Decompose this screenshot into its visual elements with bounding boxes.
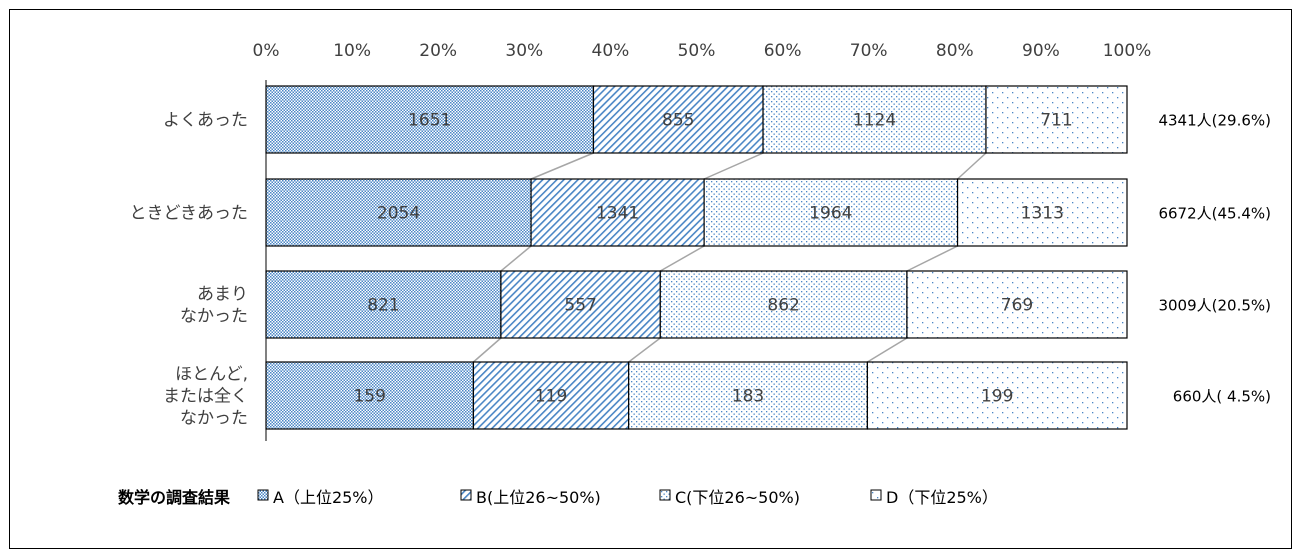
bar-segment — [906, 270, 1128, 339]
x-tick-label: 40% — [592, 41, 630, 61]
bar-segment — [472, 361, 630, 430]
data-label: 1651 — [408, 111, 451, 131]
x-tick-label: 60% — [764, 41, 802, 61]
legend-swatch — [257, 489, 269, 501]
legend-title: 数学の調査結果 — [118, 488, 230, 507]
bar-segment — [956, 178, 1128, 247]
labels: 1651 855 1124 711 よくあった 4341人(29.6%) 2054 1341 1… — [130, 111, 1272, 429]
series-connector-line — [659, 245, 705, 272]
data-label: 1341 — [596, 204, 639, 224]
bar-segment — [500, 270, 661, 339]
series-lines — [472, 152, 987, 363]
category-label: ときどきあった — [130, 204, 249, 224]
series-connector-line — [703, 152, 764, 180]
series-connector-line — [867, 337, 908, 363]
data-label: 2054 — [377, 204, 420, 224]
legend-entry: D（下位25%） — [886, 488, 998, 507]
data-label: 119 — [535, 387, 567, 407]
data-label: 183 — [732, 387, 764, 407]
data-label: 1124 — [853, 111, 896, 131]
series-connector-line — [530, 152, 594, 180]
legend-entry: B(上位26~50%) — [476, 488, 601, 507]
category-label: なかった — [180, 409, 248, 429]
category-label: ほとんど, — [175, 365, 248, 385]
bars — [265, 85, 1128, 430]
bar-segment — [985, 85, 1128, 154]
data-label: 1964 — [809, 204, 852, 224]
x-tick-label: 10% — [333, 41, 371, 61]
category-label: あまり — [197, 285, 248, 305]
bar-segment — [265, 85, 595, 154]
legend-entry: A（上位25%） — [273, 488, 384, 507]
series-connector-line — [906, 245, 958, 272]
bar-segment — [659, 270, 908, 339]
x-tick-label: 90% — [1022, 41, 1060, 61]
legend-swatch — [460, 489, 472, 501]
series-connector-line — [957, 152, 987, 180]
bar-segment — [866, 361, 1128, 430]
legend-entry: C(下位26~50%) — [675, 488, 800, 507]
bar-segment — [530, 178, 705, 247]
category-label: または全く — [163, 387, 248, 407]
data-label: 711 — [1040, 111, 1072, 131]
data-label: 855 — [662, 111, 694, 131]
bar-segment — [592, 85, 764, 154]
series-connector-line — [472, 337, 502, 363]
data-label: 1313 — [1021, 204, 1064, 224]
bar-segment — [265, 270, 502, 339]
bar-segment — [265, 178, 532, 247]
row-total-label: 3009人(20.5%) — [1158, 297, 1271, 315]
row-total-label: 6672人(45.4%) — [1158, 205, 1271, 223]
series-connector-line — [500, 245, 532, 272]
x-tick-label: 80% — [936, 41, 974, 61]
legend-swatch — [659, 489, 671, 501]
x-tick-label: 30% — [505, 41, 543, 61]
category-label: よくあった — [163, 111, 248, 131]
legend: 数学の調査結果 A（上位25%） B(上位26~50%) C(下位26~50%) D（下… — [118, 488, 998, 507]
x-tick-label: 70% — [850, 41, 888, 61]
data-label: 769 — [1001, 296, 1033, 316]
category-label: なかった — [180, 307, 248, 327]
data-label: 199 — [981, 387, 1013, 407]
data-label: 821 — [367, 296, 399, 316]
x-tick-label: 100% — [1103, 41, 1152, 61]
x-tick-label: 0% — [253, 41, 280, 61]
series-connector-line — [628, 337, 661, 363]
x-tick-label: 50% — [678, 41, 716, 61]
stacked-bar-chart: 0% 10% 20% 30% 40% 50% 60% 70% 80% 90% 100% 1651 85… — [118, 41, 1272, 507]
row-total-label: 660人( 4.5%) — [1173, 388, 1271, 406]
bar-segment — [703, 178, 959, 247]
data-label: 557 — [564, 296, 596, 316]
x-tick-label: 20% — [419, 41, 457, 61]
data-label: 159 — [353, 387, 385, 407]
row-total-label: 4341人(29.6%) — [1158, 112, 1271, 130]
bar-segment — [628, 361, 868, 430]
data-label: 862 — [767, 296, 799, 316]
bar-segment — [265, 361, 475, 430]
legend-swatch — [870, 489, 882, 501]
